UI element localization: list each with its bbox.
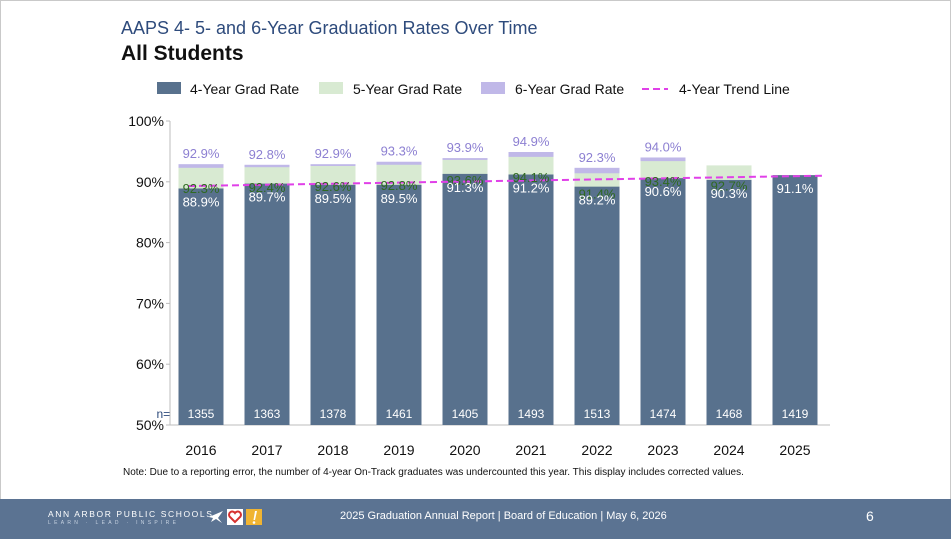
footer-bar: ANN ARBOR PUBLIC SCHOOLS LEARN · LEAD · … [0,499,951,539]
n-count-label: 1355 [188,407,215,421]
x-tick-label: 2021 [515,442,546,458]
x-tick-label: 2016 [185,442,216,458]
x-tick-label: 2022 [581,442,612,458]
footnote: Note: Due to a reporting error, the numb… [123,467,744,478]
data-label-4-year: 91.3% [447,180,484,195]
bar-4-year [178,188,224,425]
n-prefix-label: n= [157,407,171,421]
data-label-6-year: 94.9% [513,134,550,149]
x-tick-label: 2025 [779,442,810,458]
x-tick-label: 2017 [251,442,282,458]
n-count-label: 1474 [650,407,677,421]
bar-4-year [376,184,422,425]
heart-icon [227,509,243,525]
n-count-label: 1405 [452,407,479,421]
data-label-5-year: 91.4% [579,186,616,201]
data-label-4-year: 88.9% [183,194,220,209]
data-label-6-year: 92.9% [315,146,352,161]
legend-swatch [157,82,181,94]
data-label-4-year: 89.5% [381,191,418,206]
exclamation-icon [246,509,262,525]
bar-4-year [508,174,554,425]
n-count-label: 1468 [716,407,743,421]
data-label-6-year: 94.0% [645,139,682,154]
slide-title: AAPS 4- 5- and 6-Year Graduation Rates O… [121,18,538,38]
data-label-5-year: 93.4% [645,174,682,189]
data-label-4-year: 90.3% [711,186,748,201]
y-tick-label: 50% [136,417,164,433]
org-name: ANN ARBOR PUBLIC SCHOOLS [48,509,214,519]
data-label-6-year: 92.8% [249,147,286,162]
airplane-icon [208,509,224,525]
data-label-5-year: 92.8% [381,178,418,193]
legend-label: 4-Year Grad Rate [190,81,299,97]
n-count-label: 1378 [320,407,347,421]
y-tick-label: 100% [128,113,164,129]
y-tick-label: 80% [136,235,164,251]
legend-label: 5-Year Grad Rate [353,81,462,97]
bar-4-year [640,178,686,425]
legend-swatch [319,82,343,94]
y-tick-label: 60% [136,356,164,372]
n-count-label: 1419 [782,407,809,421]
data-label-5-year: 92.3% [183,181,220,196]
data-label-4-year: 89.7% [249,190,286,205]
bar-4-year [442,173,488,425]
bar-4-year [244,183,290,425]
bar-4-year [574,186,620,425]
legend-swatch [481,82,505,94]
n-count-label: 1363 [254,407,281,421]
data-label-5-year: 92.7% [711,178,748,193]
x-tick-label: 2023 [647,442,678,458]
y-tick-label: 90% [136,174,164,190]
x-tick-label: 2018 [317,442,348,458]
x-tick-label: 2024 [713,442,744,458]
bar-4-year [772,175,818,425]
trend-line [187,174,823,188]
data-label-4-year: 91.2% [513,181,550,196]
data-label-5-year: 94.1% [513,170,550,185]
x-tick-label: 2019 [383,442,414,458]
graduation-rate-chart: 50%60%70%80%90%100%92.9%92.3%88.9%135520… [128,81,830,458]
bar-4-year [706,179,752,425]
data-label-6-year: 92.3% [579,150,616,165]
x-tick-label: 2020 [449,442,480,458]
data-label-5-year: 92.6% [315,179,352,194]
data-label-6-year: 93.3% [381,144,418,159]
data-label-5-year: 92.4% [249,180,286,195]
data-label-4-year: 89.5% [315,191,352,206]
slide-subtitle: All Students [121,42,244,65]
n-count-label: 1493 [518,407,545,421]
data-label-5-year: 93.6% [447,173,484,188]
legend-label: 4-Year Trend Line [679,81,790,97]
n-count-label: 1513 [584,407,611,421]
footer-text: 2025 Graduation Annual Report | Board of… [340,510,667,522]
data-label-6-year: 92.9% [183,146,220,161]
data-label-4-year: 90.6% [645,184,682,199]
y-tick-label: 70% [136,295,164,311]
data-label-4-year: 89.2% [579,193,616,208]
data-label-4-year: 91.1% [777,181,814,196]
data-label-6-year: 93.9% [447,140,484,155]
bar-4-year [310,184,356,425]
n-count-label: 1461 [386,407,413,421]
page-number: 6 [866,508,874,524]
legend-label: 6-Year Grad Rate [515,81,624,97]
org-tagline: LEARN · LEAD · INSPIRE [48,520,180,526]
